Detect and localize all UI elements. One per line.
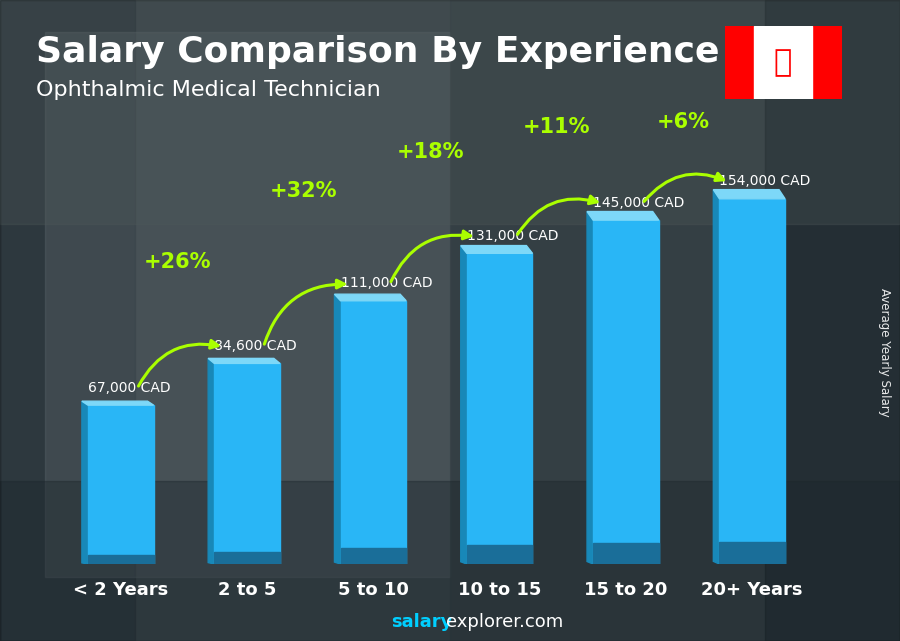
- Bar: [719, 542, 785, 564]
- Polygon shape: [461, 246, 467, 564]
- Bar: [467, 253, 533, 564]
- Polygon shape: [461, 246, 533, 253]
- Text: 84,600 CAD: 84,600 CAD: [214, 339, 297, 353]
- Text: 🍁: 🍁: [774, 48, 792, 77]
- Text: Salary Comparison By Experience: Salary Comparison By Experience: [36, 35, 719, 69]
- Polygon shape: [82, 401, 154, 405]
- Text: 154,000 CAD: 154,000 CAD: [719, 174, 811, 188]
- Polygon shape: [335, 294, 340, 564]
- Bar: [45, 32, 450, 577]
- Text: salary: salary: [392, 613, 453, 631]
- Bar: [450, 0, 765, 641]
- Text: 145,000 CAD: 145,000 CAD: [593, 196, 685, 210]
- Bar: [754, 26, 812, 99]
- Polygon shape: [587, 212, 593, 564]
- Bar: [340, 301, 406, 564]
- Bar: [0, 481, 900, 641]
- Bar: [724, 26, 754, 99]
- Polygon shape: [714, 190, 719, 564]
- Bar: [88, 405, 154, 564]
- Polygon shape: [208, 358, 214, 564]
- Text: +32%: +32%: [270, 181, 338, 201]
- Polygon shape: [208, 358, 280, 363]
- Bar: [214, 552, 280, 564]
- Bar: [593, 544, 659, 564]
- Text: +11%: +11%: [523, 117, 590, 137]
- Text: 67,000 CAD: 67,000 CAD: [88, 381, 171, 395]
- Text: Average Yearly Salary: Average Yearly Salary: [878, 288, 890, 417]
- Bar: [88, 554, 154, 564]
- Bar: [765, 0, 900, 641]
- Bar: [214, 363, 280, 564]
- Polygon shape: [714, 190, 785, 199]
- Bar: [0, 0, 900, 224]
- Polygon shape: [335, 294, 406, 301]
- Bar: [593, 220, 659, 564]
- Polygon shape: [587, 212, 659, 220]
- Text: +18%: +18%: [396, 142, 464, 162]
- Bar: [812, 26, 842, 99]
- Bar: [467, 545, 533, 564]
- Text: 111,000 CAD: 111,000 CAD: [340, 276, 432, 290]
- Bar: [0, 0, 135, 641]
- Text: +6%: +6%: [656, 112, 709, 132]
- Text: +26%: +26%: [144, 252, 212, 272]
- Bar: [340, 548, 406, 564]
- Polygon shape: [82, 401, 88, 564]
- Text: Ophthalmic Medical Technician: Ophthalmic Medical Technician: [36, 80, 381, 100]
- Bar: [719, 199, 785, 564]
- Text: 131,000 CAD: 131,000 CAD: [467, 229, 558, 243]
- Text: explorer.com: explorer.com: [446, 613, 563, 631]
